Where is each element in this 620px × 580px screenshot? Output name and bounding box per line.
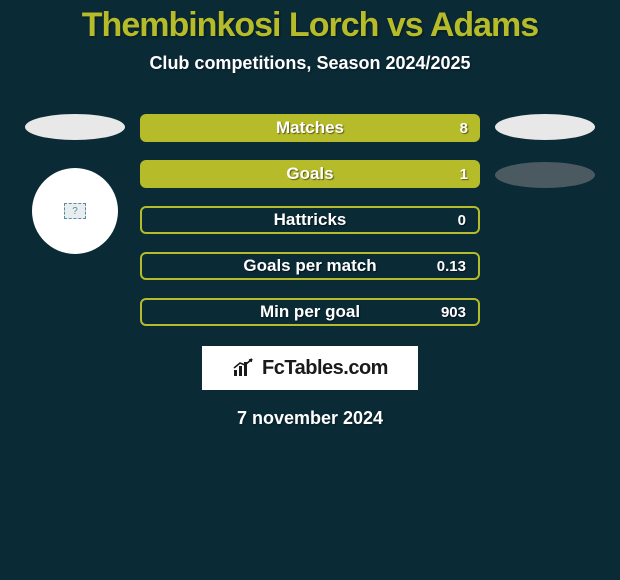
page-title: Thembinkosi Lorch vs Adams <box>0 0 620 45</box>
stat-bar: Hattricks 0 <box>140 206 480 234</box>
stat-value: 0.13 <box>437 258 466 275</box>
stat-label: Matches <box>276 118 344 138</box>
stat-label: Hattricks <box>274 210 347 230</box>
right-ellipse-2 <box>495 162 595 188</box>
content-row: ? Matches 8 Goals 1 Hattricks 0 Goals per matc… <box>0 114 620 326</box>
placeholder-icon: ? <box>64 203 86 219</box>
subtitle: Club competitions, Season 2024/2025 <box>0 53 620 74</box>
stat-bar: Min per goal 903 <box>140 298 480 326</box>
chart-icon <box>232 358 256 378</box>
stat-label: Goals <box>286 164 333 184</box>
date-text: 7 november 2024 <box>237 408 383 429</box>
left-circle: ? <box>32 168 118 254</box>
stat-label: Goals per match <box>243 256 376 276</box>
stat-value: 1 <box>460 166 468 183</box>
stat-label: Min per goal <box>260 302 360 322</box>
left-decor-col: ? <box>20 114 130 326</box>
brand-box: FcTables.com <box>202 346 418 390</box>
stat-value: 0 <box>458 212 466 229</box>
stat-value: 8 <box>460 120 468 137</box>
brand-text: FcTables.com <box>262 357 388 380</box>
left-ellipse <box>25 114 125 140</box>
right-decor-col <box>490 114 600 326</box>
right-ellipse-1 <box>495 114 595 140</box>
stat-bar: Goals 1 <box>140 160 480 188</box>
footer: FcTables.com 7 november 2024 <box>0 346 620 429</box>
stat-bar: Matches 8 <box>140 114 480 142</box>
stat-bar: Goals per match 0.13 <box>140 252 480 280</box>
stat-value: 903 <box>441 304 466 321</box>
stat-bars: Matches 8 Goals 1 Hattricks 0 Goals per match 0… <box>130 114 490 326</box>
